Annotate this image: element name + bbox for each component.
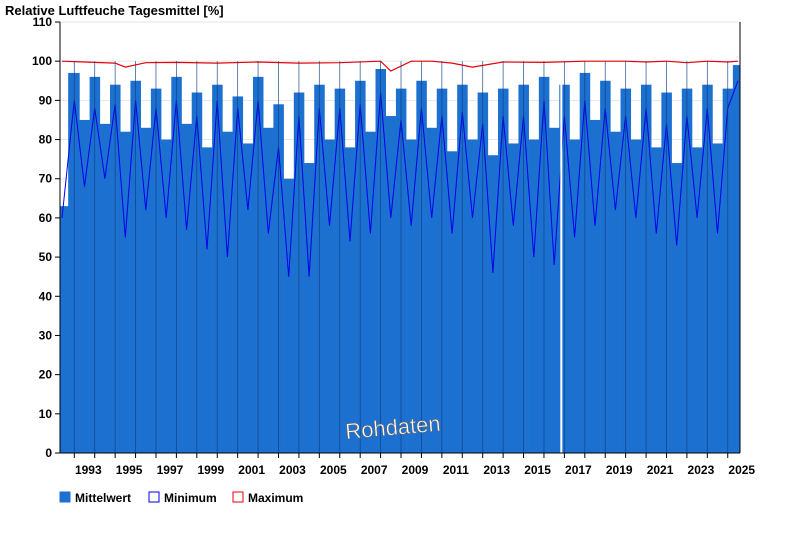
mittelwert-bar (385, 116, 397, 453)
mittelwert-bar (344, 147, 356, 453)
x-tick-label: 1999 (197, 463, 224, 477)
mittelwert-bar (528, 139, 540, 453)
y-tick-label: 20 (39, 368, 53, 382)
x-tick-label: 2003 (279, 463, 306, 477)
mittelwert-bar (304, 163, 315, 453)
mittelwert-bar (651, 147, 662, 453)
mittelwert-bar (365, 131, 376, 453)
y-tick-label: 80 (39, 133, 53, 147)
y-tick-label: 90 (39, 93, 53, 107)
legend: Mittelwert Minimum Maximum (59, 491, 303, 505)
x-tick-label: 2005 (320, 463, 347, 477)
x-tick-label: 2013 (483, 463, 510, 477)
year-separators (73, 61, 729, 453)
axes (55, 21, 741, 458)
x-tick-label: 2001 (238, 463, 265, 477)
mittelwert-bar (692, 147, 703, 453)
mittelwert-bar (732, 65, 741, 453)
mittelwert-bar (712, 143, 723, 454)
x-tick-label: 2015 (524, 463, 551, 477)
x-tick-label: 2017 (565, 463, 592, 477)
legend-label: Maximum (248, 491, 303, 505)
mittelwert-bar (120, 131, 131, 453)
mittelwert-bar (201, 147, 213, 453)
mittelwert-bar (60, 206, 69, 453)
legend-label: Mittelwert (75, 491, 131, 505)
mittelwert-bar (630, 139, 642, 453)
mittelwert-bar (467, 139, 478, 453)
mittelwert-bar (283, 178, 295, 453)
mittelwert-bar (569, 139, 580, 453)
mittelwert-bar (263, 127, 274, 454)
mittelwert-bar (99, 123, 111, 453)
x-tick-label: 2025 (728, 463, 755, 477)
y-tick-label: 40 (39, 289, 53, 303)
y-tick-label: 70 (39, 172, 53, 186)
y-tick-label: 10 (39, 407, 53, 421)
y-tick-label: 110 (33, 15, 53, 29)
mittelwert-bar (181, 123, 193, 453)
y-tick-label: 50 (39, 250, 53, 264)
data-gap (560, 65, 563, 453)
mittelwert-series (60, 65, 741, 454)
mittelwert-bar (161, 139, 172, 453)
mittelwert-bar (222, 131, 233, 453)
x-tick-label: 2011 (443, 463, 469, 477)
mittelwert-bar (610, 131, 621, 453)
x-tick-label: 2019 (606, 463, 633, 477)
mittelwert-bar (549, 127, 560, 454)
mittelwert-bar (406, 139, 417, 453)
mittelwert-bar (140, 127, 152, 454)
mittelwert-bar (324, 139, 335, 453)
legend-label: Minimum (164, 491, 217, 505)
y-tick-label: 30 (39, 328, 53, 342)
x-tick-label: 1993 (75, 463, 102, 477)
mittelwert-bar (446, 151, 458, 454)
mittelwert-bar (671, 163, 683, 453)
y-tick-labels: 0 10 20 30 40 50 60 70 80 90 100 110 (32, 15, 52, 460)
x-tick-label: 2009 (402, 463, 429, 477)
legend-swatch (232, 491, 244, 503)
mittelwert-bar (426, 127, 438, 454)
maximum-series-line (61, 60, 739, 72)
mittelwert-bar (79, 119, 90, 454)
x-tick-label: 1995 (116, 463, 143, 477)
x-tick-label: 2007 (361, 463, 388, 477)
x-tick-label: 1997 (157, 463, 184, 477)
chart-title: Relative Luftfeuche Tagesmittel [%] (5, 3, 224, 18)
x-tick-label: 2021 (647, 463, 674, 477)
legend-swatch (148, 491, 160, 503)
y-tick-label: 60 (39, 211, 53, 225)
mittelwert-bar (508, 143, 519, 454)
x-tick-labels: 1993 1995 1997 1999 2001 2003 2005 2007 2009 2011… (75, 463, 755, 477)
mittelwert-bar (242, 143, 254, 454)
y-tick-label: 0 (45, 446, 52, 460)
x-tick-label: 2023 (688, 463, 715, 477)
y-tick-label: 100 (32, 54, 52, 68)
mittelwert-bar (487, 155, 499, 453)
mittelwert-bar (589, 119, 601, 454)
legend-swatch (59, 491, 71, 503)
